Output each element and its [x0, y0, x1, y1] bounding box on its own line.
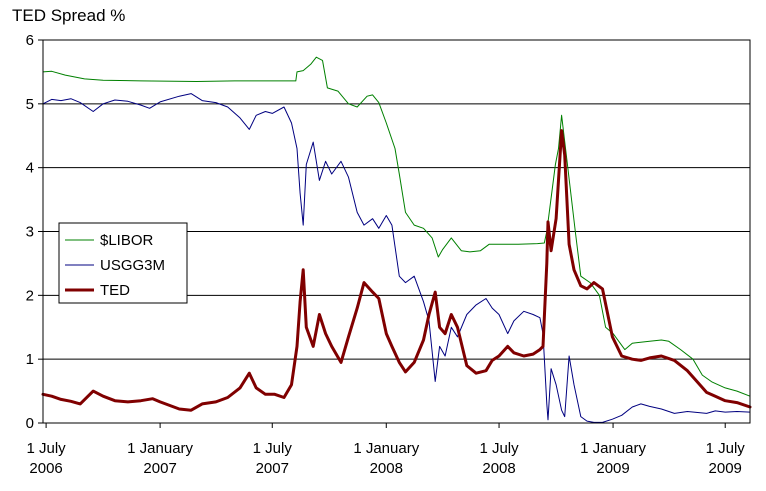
y-tick-label: 4	[26, 160, 34, 177]
x-tick-label: 1 July	[706, 440, 746, 457]
x-tick-label: 1 July	[253, 440, 293, 457]
x-tick-year: 2006	[29, 460, 62, 477]
x-tick-label: 1 July	[27, 440, 67, 457]
y-tick-label: 1	[26, 351, 34, 368]
x-tick-label: 1 July	[479, 440, 519, 457]
axis-ticks: 0 1 2 3 4 5 6 1 July 2006 1 January 2007 1 July 2007…	[26, 32, 746, 477]
y-tick-label: 6	[26, 32, 34, 49]
legend: $LIBOR USGG3M TED	[58, 222, 188, 304]
y-tick-label: 0	[26, 415, 34, 432]
x-tick-year: 2007	[256, 460, 289, 477]
x-tick-label: 1 January	[580, 440, 646, 457]
legend-label: USGG3M	[100, 257, 165, 274]
chart-title: TED Spread %	[12, 6, 125, 25]
x-tick-year: 2008	[370, 460, 403, 477]
x-tick-year: 2007	[143, 460, 176, 477]
y-tick-label: 2	[26, 287, 34, 304]
x-tick-year: 2009	[596, 460, 629, 477]
series-line-libor	[42, 56, 751, 397]
series-line-ted	[41, 129, 752, 412]
series-lines	[41, 56, 752, 423]
x-tick-label: 1 January	[127, 440, 193, 457]
x-tick-year: 2009	[709, 460, 742, 477]
series-line-usgg3m	[42, 93, 751, 423]
legend-label: TED	[100, 282, 130, 299]
x-tick-year: 2008	[482, 460, 515, 477]
x-tick-label: 1 January	[353, 440, 419, 457]
y-tick-label: 3	[26, 224, 34, 241]
legend-label: $LIBOR	[100, 232, 154, 249]
y-tick-label: 5	[26, 96, 34, 113]
